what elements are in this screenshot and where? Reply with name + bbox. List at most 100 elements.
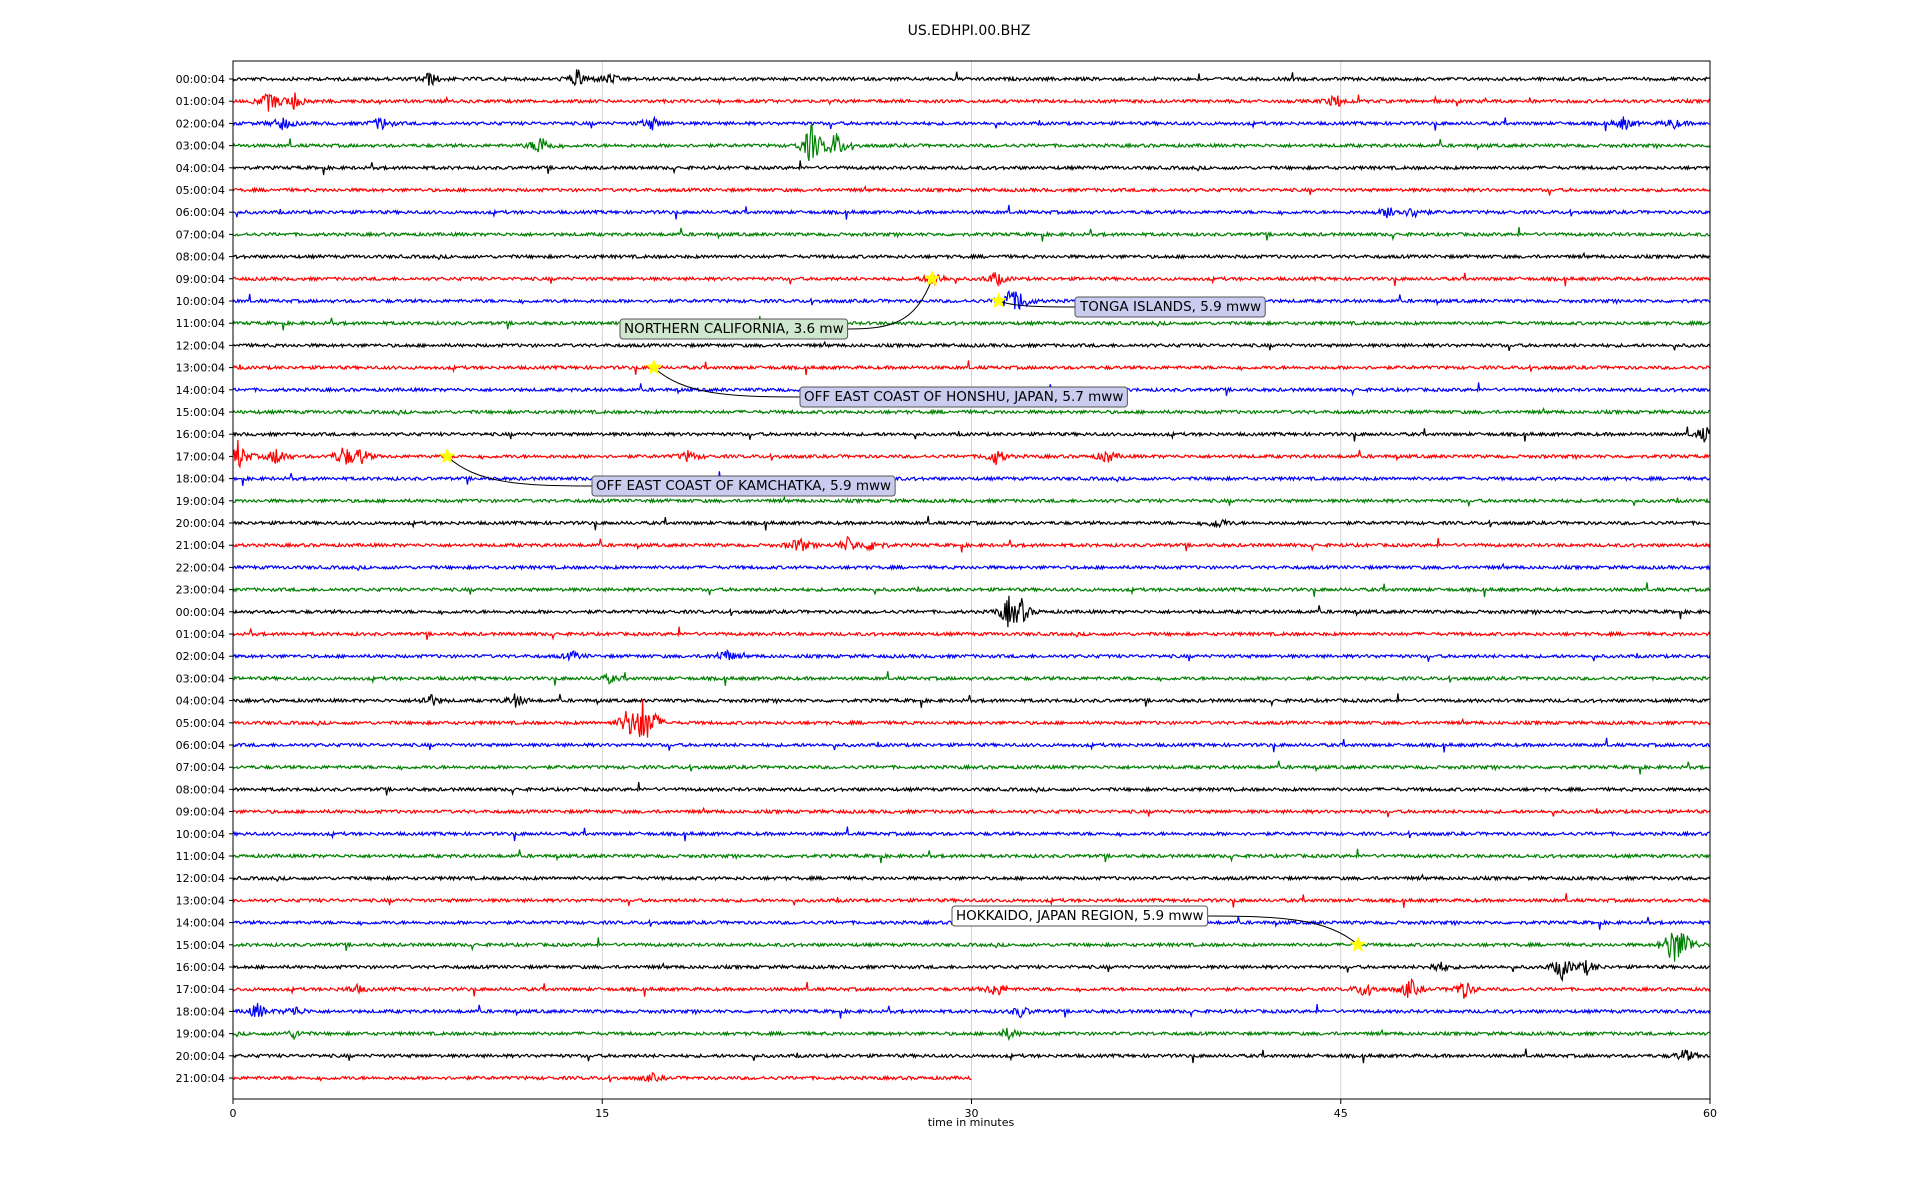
trace-line — [232, 360, 1711, 376]
y-tick-label: 01:00:04 — [176, 628, 225, 641]
event-label-box — [619, 318, 849, 340]
event-connector — [847, 278, 933, 330]
y-tick-label: 08:00:04 — [176, 783, 225, 796]
y-tick-label: 02:00:04 — [176, 117, 225, 130]
event-label: NORTHERN CALIFORNIA, 3.6 mw — [624, 321, 844, 337]
trace-line — [232, 782, 1711, 797]
trace-line — [232, 251, 1711, 261]
y-tick-label: 09:00:04 — [176, 806, 225, 819]
y-tick-label: 08:00:04 — [176, 251, 225, 264]
trace-line — [232, 626, 1711, 641]
y-tick-label: 06:00:04 — [176, 206, 225, 219]
event-label: OFF EAST COAST OF HONSHU, JAPAN, 5.7 mww — [804, 389, 1123, 405]
trace-line — [232, 737, 1711, 753]
trace-line — [232, 515, 1711, 531]
event-annotation: OFF EAST COAST OF KAMCHATKA, 5.9 mww — [438, 447, 896, 497]
event-annotations: TONGA ISLANDS, 5.9 mww NORTHERN CALIFORNI… — [438, 270, 1367, 952]
event-star-marker — [923, 270, 941, 286]
event-annotation: OFF EAST COAST OF HONSHU, JAPAN, 5.7 mww — [645, 358, 1128, 408]
chart-title: US.EDHPI.00.BHZ — [908, 23, 1031, 39]
trace-line — [232, 1027, 1711, 1042]
trace-line — [232, 289, 1711, 311]
y-tick-label: 16:00:04 — [176, 428, 225, 441]
y-tick-label: 03:00:04 — [176, 672, 225, 685]
trace-line — [232, 977, 1711, 999]
trace-line — [232, 826, 1711, 842]
trace-line — [232, 693, 1711, 708]
y-tick-label: 18:00:04 — [176, 473, 225, 486]
trace-line — [232, 648, 1711, 663]
y-tick-label: 13:00:04 — [176, 362, 225, 375]
trace-line — [232, 115, 1711, 132]
event-connector — [653, 367, 801, 398]
event-label-box — [951, 905, 1209, 927]
y-tick-label: 05:00:04 — [176, 184, 225, 197]
trace-line — [232, 204, 1711, 220]
y-tick-label: 07:00:04 — [176, 228, 225, 241]
trace-line — [232, 160, 1711, 176]
y-tick-label: 12:00:04 — [176, 339, 225, 352]
y-tick-label: 06:00:04 — [176, 739, 225, 752]
y-tick-label: 21:00:04 — [176, 539, 225, 552]
y-tick-label: 18:00:04 — [176, 1005, 225, 1018]
y-tick-label: 20:00:04 — [176, 1050, 225, 1063]
y-tick-label: 11:00:04 — [176, 317, 225, 330]
event-label-box — [1074, 296, 1266, 318]
x-tick-label: 15 — [595, 1107, 609, 1120]
y-tick-label: 14:00:04 — [176, 384, 225, 397]
y-tick-label: 12:00:04 — [176, 872, 225, 885]
trace-line — [232, 69, 1711, 87]
trace-line — [232, 184, 1711, 196]
y-tick-label: 00:00:04 — [176, 73, 225, 86]
y-tick-label: 20:00:04 — [176, 517, 225, 530]
x-axis-label: time in minutes — [928, 1116, 1015, 1129]
event-label: TONGA ISLANDS, 5.9 mww — [1079, 299, 1261, 315]
trace-line — [232, 562, 1711, 572]
trace-line — [232, 495, 1711, 507]
y-tick-label: 15:00:04 — [176, 406, 225, 419]
event-star-marker — [990, 292, 1007, 309]
y-tick-label: 17:00:04 — [176, 983, 225, 996]
trace-line — [232, 227, 1711, 242]
trace-line — [232, 535, 1711, 553]
trace-line — [232, 893, 1711, 908]
y-tick-label: 07:00:04 — [176, 761, 225, 774]
trace-line — [232, 848, 1711, 864]
y-tick-label: 03:00:04 — [176, 140, 225, 153]
event-connector — [446, 456, 593, 487]
y-tick-label: 00:00:04 — [176, 606, 225, 619]
trace-line — [233, 471, 1711, 486]
x-tick-label: 60 — [1703, 1107, 1717, 1120]
trace-line — [232, 582, 1711, 598]
y-tick-label: 10:00:04 — [176, 828, 225, 841]
trace-line — [232, 92, 1711, 112]
event-connector — [1207, 915, 1359, 946]
y-tick-label: 05:00:04 — [176, 717, 225, 730]
x-tick-label: 30 — [965, 1107, 979, 1120]
event-annotation: TONGA ISLANDS, 5.9 mww — [990, 292, 1266, 318]
trace-line — [232, 271, 1711, 288]
event-star-marker — [438, 447, 456, 464]
trace-line — [232, 671, 1711, 686]
event-label-box — [591, 475, 896, 497]
x-tick-labels: 0 15 30 45 60 — [230, 1099, 1717, 1120]
y-tick-label: 09:00:04 — [176, 273, 225, 286]
trace-line — [232, 1071, 972, 1083]
x-tick-label: 45 — [1334, 1107, 1348, 1120]
event-label-box — [799, 386, 1128, 408]
y-tick-label: 22:00:04 — [176, 561, 225, 574]
y-tick-label: 11:00:04 — [176, 850, 225, 863]
y-tick-label: 19:00:04 — [176, 495, 225, 508]
trace-line — [232, 595, 1711, 628]
trace-line — [232, 426, 1711, 443]
event-label: HOKKAIDO, JAPAN REGION, 5.9 mww — [956, 908, 1204, 924]
y-tick-label: 02:00:04 — [176, 650, 225, 663]
y-tick-label: 01:00:04 — [176, 95, 225, 108]
trace-line — [232, 1048, 1711, 1064]
trace-line — [232, 407, 1710, 416]
event-connector — [998, 300, 1076, 308]
event-label: OFF EAST COAST OF KAMCHATKA, 5.9 mww — [596, 478, 891, 494]
trace-line — [232, 1002, 1711, 1019]
trace-line — [232, 699, 1711, 738]
